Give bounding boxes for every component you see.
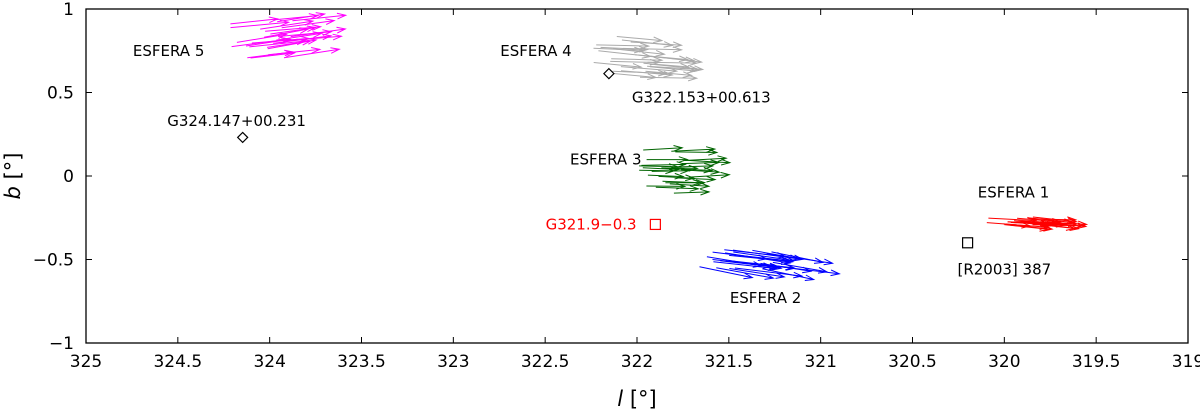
x-tick-label: 322.5 [521, 352, 570, 372]
motion-arrow [643, 62, 691, 70]
motion-arrow [612, 69, 669, 77]
motion-arrow [249, 38, 307, 48]
x-tick-label: 322 [621, 352, 653, 372]
arrow-group [593, 36, 705, 82]
y-tick-label: 0.5 [47, 84, 74, 104]
source-marker-diamond [236, 131, 249, 144]
motion-arrow [292, 12, 348, 22]
motion-arrow [283, 47, 341, 59]
source-markers [236, 67, 974, 249]
source-marker-diamond [603, 67, 615, 80]
x-tick-label: 319 [1172, 352, 1200, 372]
motion-arrow [988, 216, 1038, 224]
x-tick-label: 321 [804, 352, 836, 372]
y-axis-label: b [°] [1, 153, 25, 200]
motion-arrow [699, 266, 754, 280]
arrow-group [986, 216, 1089, 232]
motion-arrow [643, 145, 684, 152]
motion-arrow [676, 162, 715, 170]
motion-arrow [230, 16, 280, 25]
group-label: ESFERA 1 [978, 184, 1050, 202]
y-tick-label: 1 [63, 0, 74, 20]
group-label: ESFERA 2 [730, 289, 802, 307]
chart-labels: ESFERA 1 ESFERA 2 ESFERA 3 ESFERA 4 ESFERA 5… [133, 42, 1051, 307]
motion-arrow [267, 38, 318, 50]
x-tick-label: 320 [988, 352, 1020, 372]
group-label: ESFERA 3 [570, 150, 642, 168]
motion-arrow [772, 261, 829, 274]
motion-arrow [276, 31, 324, 41]
motion-arrow [600, 45, 649, 53]
motion-arrow [273, 13, 320, 21]
motion-arrow [616, 36, 664, 44]
motion-arrow [671, 146, 717, 153]
motion-arrow [630, 41, 684, 48]
motion-arrow [728, 260, 796, 271]
x-tick-label: 321.5 [704, 352, 753, 372]
motion-arrow [1010, 224, 1054, 232]
x-tick-label: 323.5 [337, 352, 386, 372]
motion-arrow [1030, 220, 1079, 228]
motion-arrow [673, 188, 711, 196]
x-axis-label: l [°] [617, 387, 656, 411]
y-tick-label: −0.5 [33, 251, 74, 271]
source-label: G324.147+00.231 [167, 112, 306, 130]
motion-arrow [641, 161, 687, 168]
group-label: ESFERA 4 [500, 42, 572, 60]
motion-arrow [669, 182, 711, 190]
motion-arrow [662, 179, 703, 186]
motion-arrow [290, 26, 347, 38]
motion-arrow [250, 50, 297, 59]
motion-arrow [676, 175, 717, 183]
source-label: G321.9−0.3 [546, 215, 637, 233]
motion-arrow [247, 49, 295, 59]
motion-arrow [647, 65, 701, 73]
motion-arrow [658, 174, 696, 182]
motion-arrow [734, 267, 804, 279]
x-tick-label: 320.5 [888, 352, 937, 372]
motion-arrow [655, 185, 700, 192]
motion-arrow [270, 25, 318, 35]
motion-arrow [610, 72, 658, 80]
motion-arrow [643, 55, 696, 64]
arrow-group [639, 145, 732, 196]
motion-arrow [684, 155, 728, 162]
motion-arrow [986, 221, 1032, 229]
motion-arrow [260, 19, 315, 30]
motion-arrow [236, 32, 289, 43]
arrow-group [230, 12, 348, 59]
motion-arrow [661, 164, 699, 172]
y-tick-label: −1 [49, 334, 74, 354]
motion-arrow [724, 249, 787, 259]
motion-arrow [729, 268, 786, 279]
source-marker-square [961, 237, 974, 249]
x-tick-label: 324.5 [153, 352, 202, 372]
motion-arrow [729, 254, 795, 265]
motion-arrow [265, 24, 323, 32]
motion-arrow [231, 36, 291, 48]
x-tick-label: 324 [253, 352, 285, 372]
motion-arrow [611, 56, 664, 64]
axis-ticks: 325 324.5 324 323.5 323 322.5 322 321.5 321 320.5… [33, 0, 1200, 372]
source-label: [R2003] 387 [957, 261, 1051, 279]
source-label: G322.153+00.613 [632, 89, 771, 107]
motion-arrow [639, 74, 699, 82]
motion-arrow [593, 62, 643, 70]
y-tick-label: 0 [63, 167, 74, 187]
motion-arrow [689, 171, 731, 179]
x-tick-label: 325 [70, 352, 102, 372]
arrow-group [699, 249, 841, 281]
motion-arrow [685, 158, 732, 166]
motion-arrow [713, 261, 779, 271]
motion-arrow [716, 267, 775, 280]
motion-arrow [620, 66, 679, 74]
x-tick-label: 323 [437, 352, 469, 372]
x-tick-label: 319.5 [1072, 352, 1121, 372]
source-marker-square [649, 218, 661, 231]
group-label: ESFERA 5 [133, 42, 205, 60]
motion-arrow [646, 156, 689, 163]
arrow-groups [230, 12, 1089, 281]
